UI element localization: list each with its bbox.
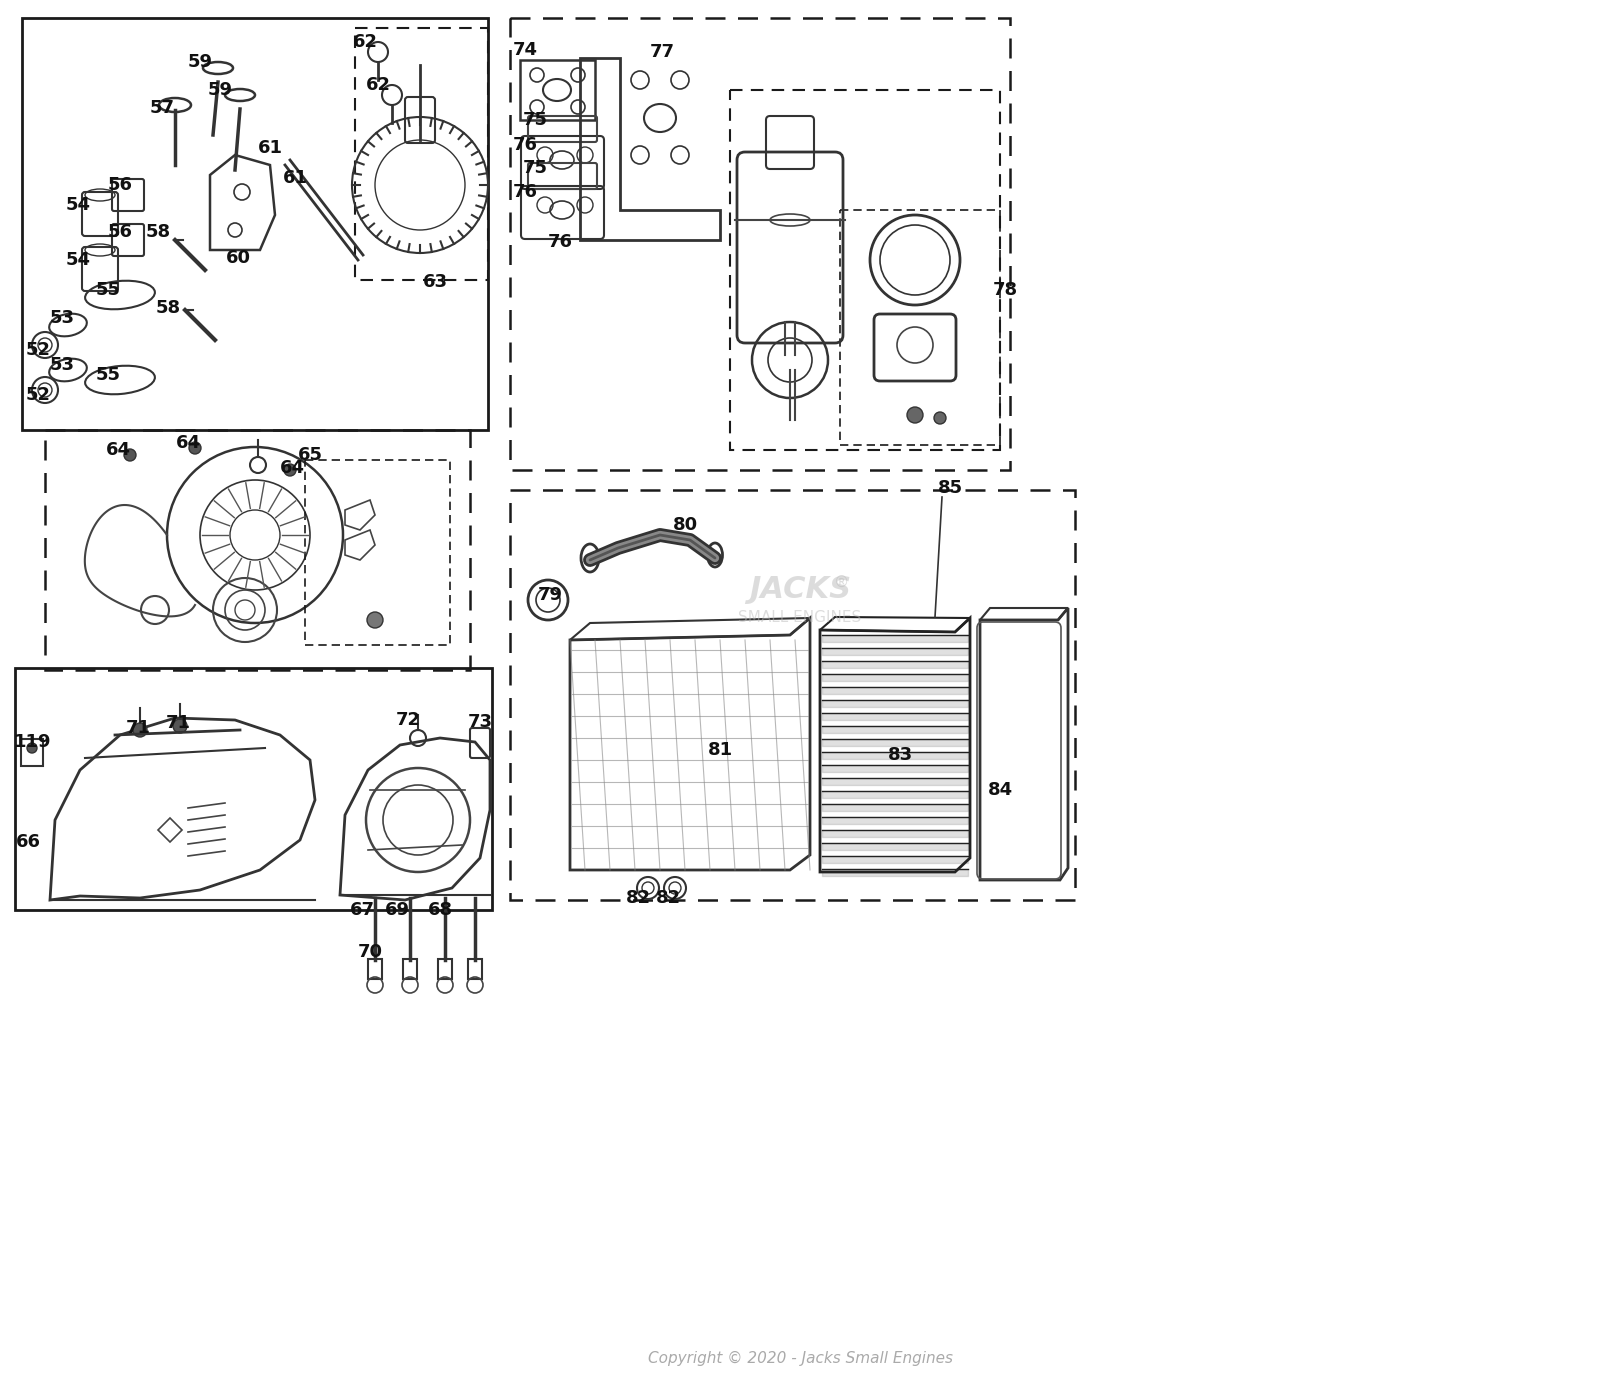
Text: 81: 81 (707, 741, 733, 759)
Circle shape (366, 612, 382, 628)
Text: 62: 62 (365, 75, 390, 94)
Text: 66: 66 (16, 833, 40, 851)
Text: 61: 61 (283, 169, 307, 187)
Text: 75: 75 (523, 159, 547, 178)
Text: 52: 52 (26, 386, 51, 404)
Circle shape (125, 449, 136, 461)
Text: SMALL ENGINES: SMALL ENGINES (738, 611, 862, 625)
Text: 68: 68 (427, 900, 453, 918)
Text: 64: 64 (106, 440, 131, 459)
Text: 59: 59 (208, 81, 232, 99)
Text: 58: 58 (146, 224, 171, 240)
Text: 80: 80 (672, 516, 698, 534)
Text: ®: ® (834, 575, 850, 590)
Bar (840, 210, 1000, 445)
Text: 85: 85 (938, 480, 963, 498)
Text: 65: 65 (298, 446, 323, 464)
Text: 76: 76 (512, 136, 538, 154)
Bar (22, 18, 488, 431)
Text: 79: 79 (538, 586, 563, 604)
Text: 77: 77 (650, 43, 675, 62)
Text: 64: 64 (280, 459, 304, 477)
Text: 54: 54 (66, 252, 91, 268)
Bar (14, 668, 493, 910)
Text: 78: 78 (992, 281, 1018, 299)
Text: 119: 119 (14, 733, 51, 751)
Bar (510, 491, 1075, 900)
Text: 76: 76 (512, 183, 538, 201)
Text: 82: 82 (656, 889, 680, 907)
Text: 53: 53 (50, 309, 75, 327)
Circle shape (27, 742, 37, 754)
Circle shape (189, 442, 202, 454)
Text: 54: 54 (66, 196, 91, 214)
Circle shape (907, 407, 923, 424)
Text: JACKS: JACKS (749, 576, 851, 604)
Bar (510, 18, 1010, 470)
Text: 84: 84 (987, 781, 1013, 800)
Text: 64: 64 (176, 433, 200, 452)
Text: 63: 63 (422, 273, 448, 291)
Bar (45, 431, 470, 670)
Text: 59: 59 (187, 53, 213, 71)
Text: 57: 57 (149, 99, 174, 117)
Text: 52: 52 (26, 341, 51, 359)
Text: 76: 76 (547, 233, 573, 252)
Text: 74: 74 (512, 41, 538, 59)
Text: 73: 73 (467, 713, 493, 731)
Bar (730, 89, 1000, 450)
Circle shape (173, 719, 187, 733)
Text: 69: 69 (384, 900, 410, 918)
Text: 53: 53 (50, 356, 75, 375)
Text: 67: 67 (349, 900, 374, 918)
Text: 56: 56 (107, 224, 133, 240)
Text: 71: 71 (165, 714, 190, 733)
Text: 55: 55 (96, 281, 120, 299)
Bar (355, 28, 488, 280)
Text: 61: 61 (258, 138, 283, 157)
Text: 72: 72 (395, 712, 421, 728)
Circle shape (285, 464, 296, 475)
Text: 62: 62 (352, 34, 378, 50)
Text: 60: 60 (226, 249, 251, 267)
Text: 55: 55 (96, 366, 120, 384)
Text: 70: 70 (357, 944, 382, 960)
Bar (306, 460, 450, 644)
Circle shape (934, 412, 946, 424)
Text: 58: 58 (155, 299, 181, 317)
Text: 56: 56 (107, 176, 133, 194)
Circle shape (133, 723, 147, 737)
Text: 82: 82 (626, 889, 651, 907)
Text: Copyright © 2020 - Jacks Small Engines: Copyright © 2020 - Jacks Small Engines (648, 1350, 952, 1366)
Text: 83: 83 (888, 747, 912, 763)
Text: 75: 75 (523, 110, 547, 129)
Text: 71: 71 (125, 719, 150, 737)
